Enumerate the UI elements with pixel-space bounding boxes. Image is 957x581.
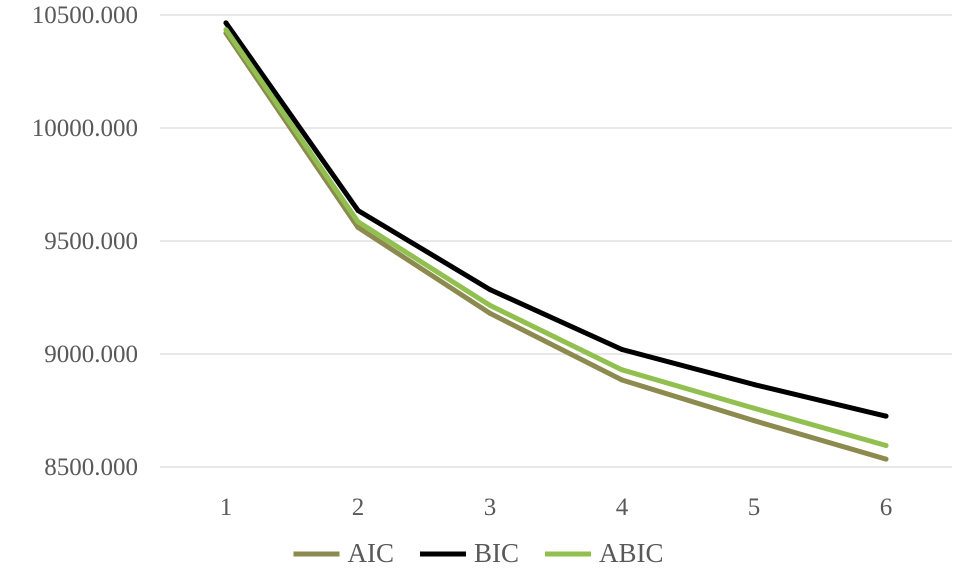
legend-item-abic: ABIC <box>545 538 664 568</box>
legend-label: BIC <box>474 538 519 568</box>
data-point-abic <box>223 27 229 33</box>
x-tick-label: 3 <box>484 494 497 521</box>
y-tick-label: 10500.000 <box>32 2 138 29</box>
x-tick-label: 5 <box>748 494 761 521</box>
data-point-abic <box>355 219 361 225</box>
data-point-abic <box>619 367 625 373</box>
x-tick-label: 1 <box>220 494 233 521</box>
x-tick-label: 6 <box>880 494 893 521</box>
data-point-bic <box>883 413 889 419</box>
data-point-aic <box>487 310 493 316</box>
y-tick-label: 9500.000 <box>44 228 138 255</box>
legend-label: ABIC <box>599 538 664 568</box>
legend-item-aic: AIC <box>293 538 394 568</box>
data-point-aic <box>883 456 889 462</box>
legend: AIC BIC ABIC <box>293 538 664 568</box>
x-tick-label: 4 <box>616 494 629 521</box>
x-axis-ticks: 1 2 3 4 5 6 <box>220 494 893 521</box>
data-point-bic <box>223 20 229 26</box>
series-line-bic <box>223 20 889 419</box>
gridlines <box>160 14 952 468</box>
y-axis-ticks: 8500.000 9000.000 9500.000 10000.000 10500.0… <box>32 2 138 481</box>
series-lines <box>223 20 889 462</box>
data-point-bic <box>355 207 361 213</box>
data-point-bic <box>619 346 625 352</box>
y-tick-label: 10000.000 <box>32 115 138 142</box>
legend-label: AIC <box>347 538 394 568</box>
legend-item-bic: BIC <box>419 538 519 568</box>
data-point-abic <box>751 405 757 411</box>
data-point-bic <box>751 382 757 388</box>
series-line-abic <box>223 27 889 449</box>
y-tick-label: 9000.000 <box>44 341 138 368</box>
data-point-aic <box>355 224 361 230</box>
series-line-aic <box>223 30 889 462</box>
data-point-abic <box>883 443 889 449</box>
data-point-abic <box>487 302 493 308</box>
data-point-aic <box>751 418 757 424</box>
x-tick-label: 2 <box>352 494 365 521</box>
data-point-aic <box>619 377 625 383</box>
data-point-bic <box>487 287 493 293</box>
y-tick-label: 8500.000 <box>44 454 138 481</box>
